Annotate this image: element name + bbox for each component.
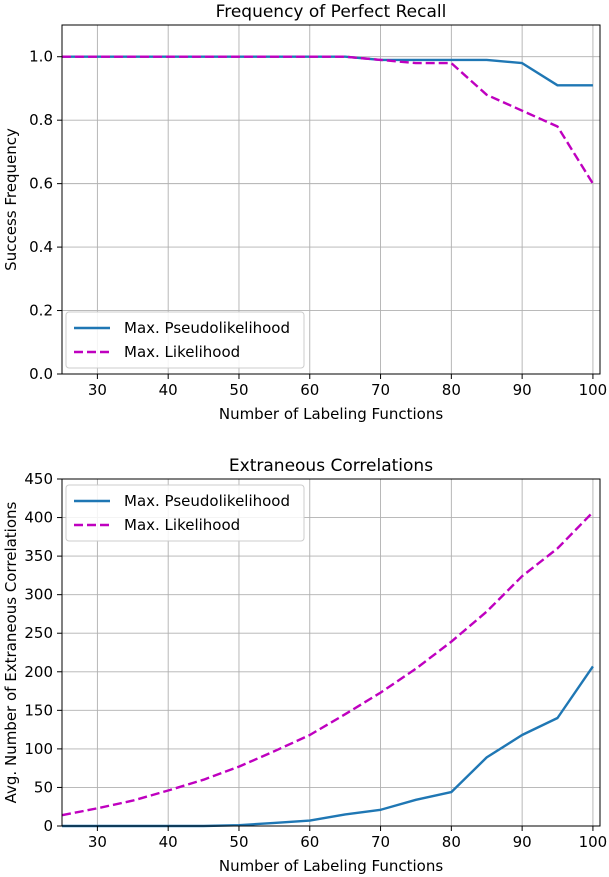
y-tick-label: 350 bbox=[24, 547, 53, 565]
x-tick-label: 90 bbox=[513, 833, 532, 851]
series-line-pseudolikelihood bbox=[62, 55, 593, 87]
x-tick-label: 70 bbox=[371, 381, 390, 399]
plot-frame bbox=[61, 478, 601, 827]
y-tick-label: 0 bbox=[43, 817, 53, 835]
x-tick-label: 80 bbox=[442, 381, 461, 399]
y-tick-label: 1.0 bbox=[29, 48, 53, 66]
legend-label: Max. Pseudolikelihood bbox=[124, 319, 290, 337]
y-tick-label: 300 bbox=[24, 586, 53, 604]
legend: Max. Pseudolikelihood Max. Likelihood bbox=[65, 484, 305, 542]
x-tick-label: 50 bbox=[229, 381, 248, 399]
y-tick-label: 0.6 bbox=[29, 175, 53, 193]
chart-title: Frequency of Perfect Recall bbox=[216, 2, 447, 22]
x-tick-label: 40 bbox=[159, 381, 178, 399]
legend-label: Max. Likelihood bbox=[124, 516, 240, 534]
y-tick-label: 150 bbox=[24, 701, 53, 719]
x-tick-label: 70 bbox=[371, 833, 390, 851]
y-tick-label: 400 bbox=[24, 509, 53, 527]
chart-1: 30 40 50 60 70 80 90 100 0.0 0.2 0.4 0.6 0.8 1.0 Frequ… bbox=[2, 2, 607, 423]
series-line-pseudolikelihood bbox=[62, 665, 594, 828]
plot-frame bbox=[61, 24, 601, 375]
y-tick-label: 200 bbox=[24, 663, 53, 681]
series-line-likelihood bbox=[61, 511, 594, 817]
y-axis-label: Avg. Number of Extraneous Correlations bbox=[2, 501, 20, 803]
x-axis-label: Number of Labeling Functions bbox=[219, 405, 443, 423]
y-axis-label: Success Frequency bbox=[2, 128, 20, 271]
x-tick-label: 50 bbox=[229, 833, 248, 851]
y-tick-label: 0.8 bbox=[29, 111, 53, 129]
legend: Max. Pseudolikelihood Max. Likelihood bbox=[65, 311, 305, 369]
x-tick-label: 100 bbox=[579, 381, 608, 399]
x-tick-label: 40 bbox=[159, 833, 178, 851]
y-tick-label: 0.2 bbox=[29, 302, 53, 320]
x-tick-label: 90 bbox=[513, 381, 532, 399]
x-tick-label: 30 bbox=[88, 833, 107, 851]
y-tick-label: 250 bbox=[24, 624, 53, 642]
x-tick-label: 100 bbox=[579, 833, 608, 851]
y-tick-label: 0.4 bbox=[29, 238, 53, 256]
y-tick-label: 100 bbox=[24, 740, 53, 758]
x-tick-label: 80 bbox=[442, 833, 461, 851]
legend-box bbox=[65, 484, 305, 542]
x-tick-label: 60 bbox=[300, 833, 319, 851]
legend-label: Max. Pseudolikelihood bbox=[124, 492, 290, 510]
x-tick-label: 60 bbox=[300, 381, 319, 399]
x-tick-label: 30 bbox=[88, 381, 107, 399]
x-axis-label: Number of Labeling Functions bbox=[219, 857, 443, 875]
y-tick-label: 50 bbox=[34, 778, 53, 796]
legend-label: Max. Likelihood bbox=[124, 343, 240, 361]
grid bbox=[62, 478, 600, 827]
chart-2: 30 40 50 60 70 80 90 100 0 50 100 150 200 250 300 350 40… bbox=[2, 456, 607, 875]
series-line-likelihood bbox=[62, 55, 594, 185]
y-tick-label: 0.0 bbox=[29, 365, 53, 383]
chart-title: Extraneous Correlations bbox=[229, 456, 433, 476]
legend-box bbox=[65, 311, 305, 369]
y-tick-label: 450 bbox=[24, 470, 53, 488]
